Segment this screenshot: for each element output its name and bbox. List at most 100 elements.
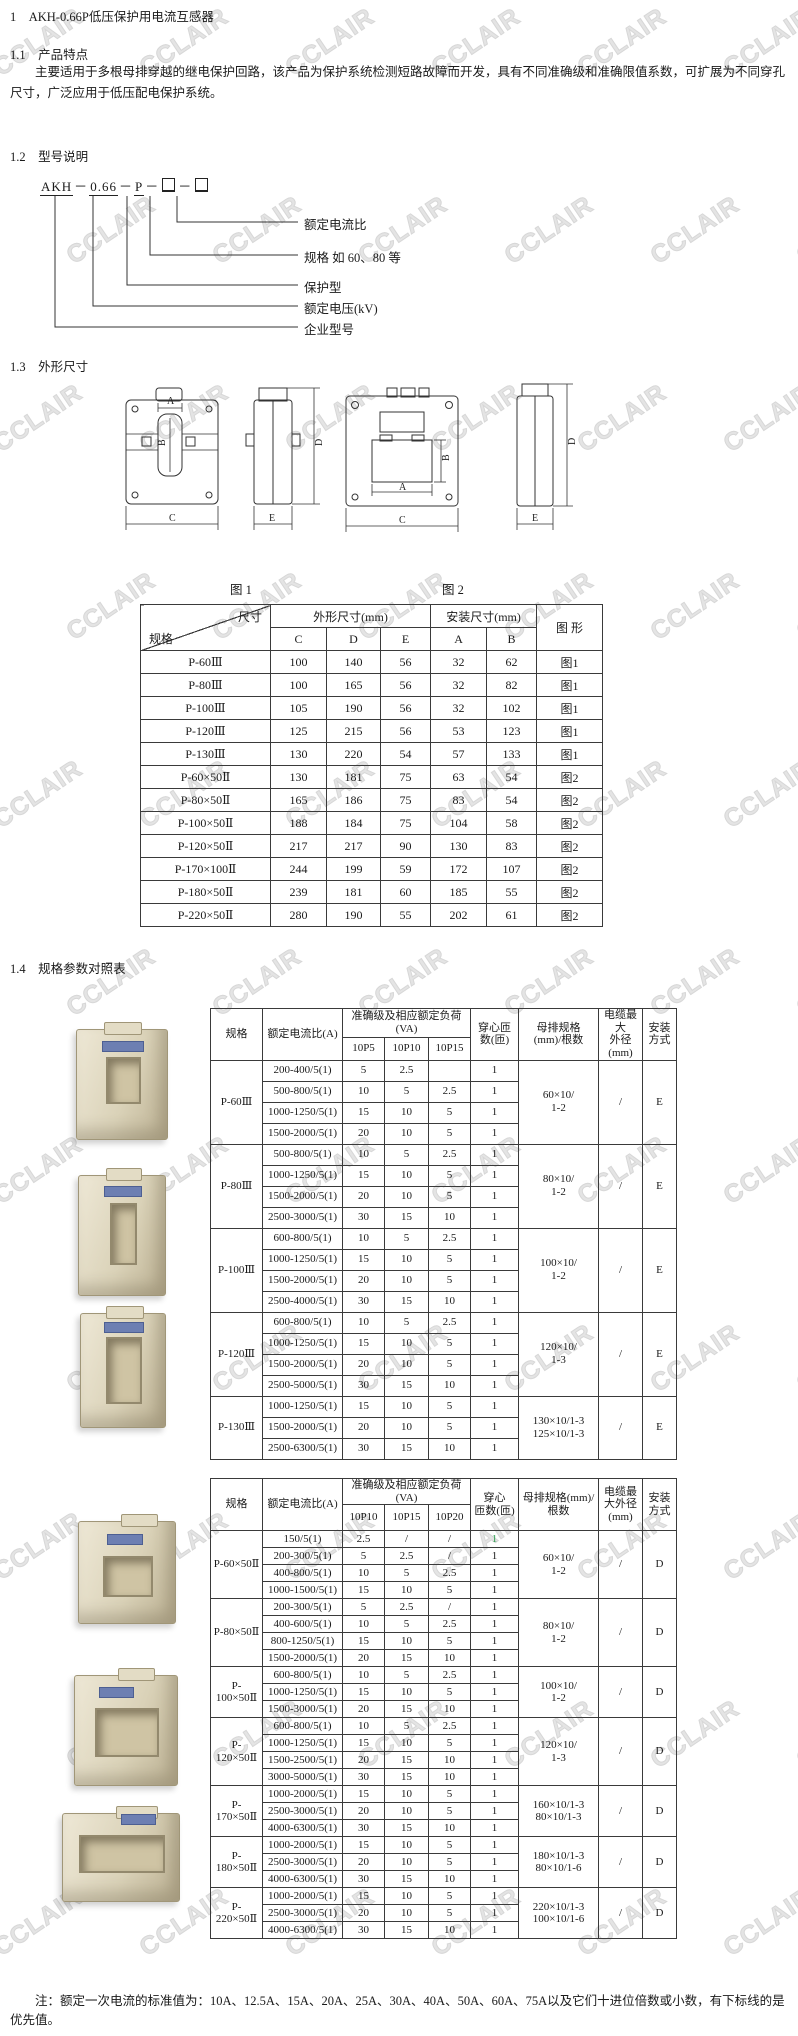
value-cell: 123 — [486, 719, 538, 743]
figure-ref-cell: 图1 — [536, 696, 604, 720]
value-cell: 15 — [384, 1437, 429, 1460]
figure2-caption: 图 2 — [442, 583, 464, 597]
value-cell: 54 — [486, 765, 538, 789]
ratio-cell: 400-800/5(1) — [262, 1564, 343, 1583]
value-cell: 60 — [379, 880, 432, 904]
value-cell: 10 — [342, 1615, 385, 1634]
value-cell: 2.5 — [427, 1615, 472, 1634]
value-cell: 53 — [430, 719, 488, 743]
value-cell: 56 — [379, 650, 432, 674]
value-cell: 1 — [470, 1101, 520, 1124]
ratio-cell: 600-800/5(1) — [262, 1717, 343, 1736]
nameplate — [104, 1321, 144, 1333]
watermark-text: CCLAIR — [791, 566, 798, 646]
value-cell: 5 — [427, 1734, 472, 1753]
busbar-cell: 60×10/1-2 — [518, 1059, 600, 1145]
value-cell: 5 — [427, 1395, 472, 1418]
value-cell: 2.5 — [384, 1547, 429, 1566]
value-cell: 1 — [470, 1227, 520, 1250]
value-cell: 20 — [342, 1122, 385, 1145]
value-cell: 5 — [384, 1564, 429, 1583]
value-cell: 215 — [326, 719, 381, 743]
spec-cell: P-180×50Ⅱ — [210, 1836, 263, 1889]
value-cell: 1 — [470, 1717, 520, 1736]
cable-cell: / — [598, 1785, 644, 1838]
ratio-cell: 800-1250/5(1) — [262, 1632, 343, 1651]
dim-label-a: A — [167, 396, 175, 407]
busbar-cell: 220×10/1-3 100×10/1-6 — [518, 1887, 600, 1940]
spec-cell: P-60Ⅲ — [210, 1059, 263, 1145]
value-cell: 5 — [384, 1080, 429, 1103]
value-cell: 1 — [470, 1734, 520, 1753]
value-cell: 15 — [342, 1734, 385, 1753]
watermark-text: CCLAIR — [718, 1882, 798, 1962]
value-cell: 244 — [270, 857, 327, 881]
product-photo-p120x50 — [74, 1668, 178, 1786]
cable-cell: / — [598, 1666, 644, 1719]
value-cell: 1 — [470, 1581, 520, 1600]
watermark-text: CCLAIR — [791, 942, 798, 1022]
value-cell: 90 — [379, 834, 432, 858]
watermark-text: CCLAIR — [645, 566, 745, 646]
value-cell: 15 — [384, 1751, 429, 1770]
value-cell: 140 — [326, 650, 381, 674]
value-cell: 1 — [470, 1547, 520, 1566]
value-cell: 10 — [384, 1269, 429, 1292]
value-cell: 15 — [384, 1206, 429, 1229]
value-cell: 5 — [384, 1143, 429, 1166]
figure-ref-cell: 图2 — [536, 765, 604, 789]
product-features-paragraph: 主要适用于多根母排穿越的继电保护回路，该产品为保护系统检测短路故障而开发，具有不… — [10, 65, 786, 100]
nameplate — [121, 1813, 157, 1825]
figure-ref-cell: 图1 — [536, 650, 604, 674]
model-label: 规格 如 60、80 等 — [304, 251, 401, 265]
value-cell: 15 — [384, 1374, 429, 1397]
install-cell: E — [642, 1395, 678, 1460]
window-opening — [103, 1555, 153, 1598]
value-cell: 130 — [270, 742, 327, 766]
spec-cell: P-80Ⅲ — [140, 673, 271, 697]
spec-cell: P-100×50Ⅱ — [140, 811, 271, 835]
cable-cell: / — [598, 1395, 644, 1460]
value-cell: 30 — [342, 1290, 385, 1313]
product-photo-p100 — [80, 1306, 166, 1428]
install-cell: E — [642, 1143, 678, 1229]
value-cell: 20 — [342, 1269, 385, 1292]
value-cell: 10 — [427, 1206, 472, 1229]
value-cell: 15 — [342, 1887, 385, 1906]
ratio-cell: 1000-1250/5(1) — [262, 1683, 343, 1702]
value-cell: 15 — [384, 1700, 429, 1719]
dim-label-c: C — [169, 513, 176, 524]
value-cell: 1 — [470, 1080, 520, 1103]
value-cell: 5 — [384, 1615, 429, 1634]
column-header-class: 10P5 — [342, 1036, 385, 1061]
value-cell: 1 — [470, 1164, 520, 1187]
value-cell: 15 — [384, 1870, 429, 1889]
value-cell: 10 — [342, 1666, 385, 1685]
value-cell: 20 — [342, 1751, 385, 1770]
value-cell: 1 — [470, 1122, 520, 1145]
value-cell: 2.5 — [427, 1666, 472, 1685]
column-header-class: 10P10 — [384, 1036, 429, 1061]
column-header: D — [326, 627, 381, 651]
value-cell: 5 — [427, 1416, 472, 1439]
figure-ref-cell: 图2 — [536, 880, 604, 904]
value-cell: 10 — [342, 1311, 385, 1334]
ratio-cell: 1500-3000/5(1) — [262, 1700, 343, 1719]
column-header-turns: 穿心匝数(匝) — [470, 1008, 520, 1061]
value-cell: 1 — [470, 1785, 520, 1804]
watermark-text: CCLAIR — [499, 190, 599, 270]
value-cell: 10 — [384, 1332, 429, 1355]
figure1-front-view-drawing: A B C — [125, 387, 219, 530]
value-cell: 5 — [427, 1853, 472, 1872]
value-cell: 56 — [379, 696, 432, 720]
ratio-cell: 1500-2000/5(1) — [262, 1649, 343, 1668]
value-cell: 15 — [342, 1248, 385, 1271]
window-opening — [109, 1202, 137, 1266]
dim-label-a: A — [399, 482, 407, 493]
column-header: C — [270, 627, 327, 651]
value-cell: 5 — [342, 1598, 385, 1617]
spec-cell: P-100Ⅲ — [140, 696, 271, 720]
dim-label-e: E — [269, 513, 275, 524]
value-cell: 15 — [384, 1290, 429, 1313]
value-cell: 190 — [326, 696, 381, 720]
